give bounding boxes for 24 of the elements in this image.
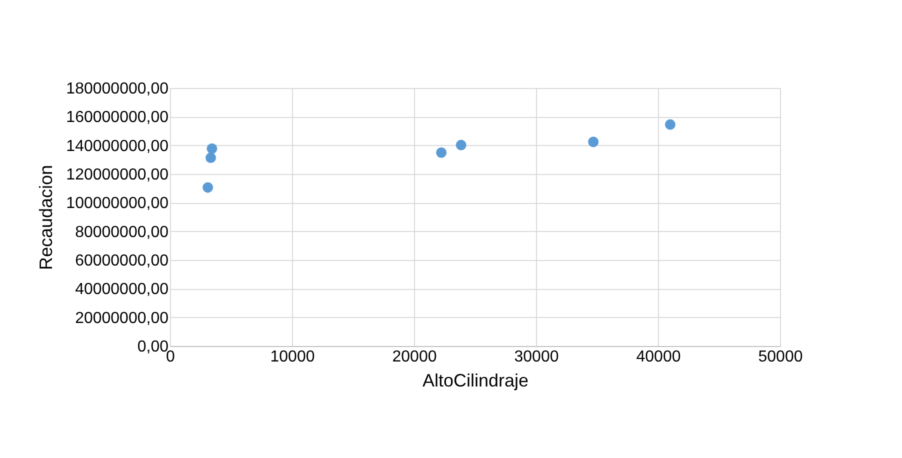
point: [206, 152, 216, 164]
y-tick-label: 160000000,00: [66, 109, 169, 126]
x-tick-label: 20000: [392, 348, 437, 366]
point: [206, 143, 218, 154]
point: [588, 136, 599, 148]
y-tick-label: 140000000,00: [66, 138, 169, 155]
y-tick-label: 180000000,00: [66, 80, 169, 98]
y-axis-title: Recaudacion: [36, 164, 56, 270]
x-tick-label: 30000: [514, 348, 559, 366]
y-tick-label: 40000000,00: [75, 281, 169, 298]
point: [456, 140, 466, 150]
point: [202, 182, 214, 193]
point: [664, 119, 676, 130]
y-tick-label: 100000000,00: [66, 195, 169, 212]
x-tick-label: 40000: [636, 348, 681, 366]
x-tick-label: 10000: [270, 348, 315, 366]
y-tick-label: 60000000,00: [75, 252, 169, 270]
y-tick-label: 20000000,00: [75, 310, 169, 327]
y-tick-label: 80000000,00: [75, 224, 169, 241]
x-tick-label: 50000: [758, 348, 803, 366]
point: [436, 147, 447, 158]
x-tick-label: 0: [166, 348, 176, 366]
y-tick-label: 120000000,00: [66, 166, 169, 184]
x-axis-title: AltoCilindraje: [422, 370, 529, 390]
